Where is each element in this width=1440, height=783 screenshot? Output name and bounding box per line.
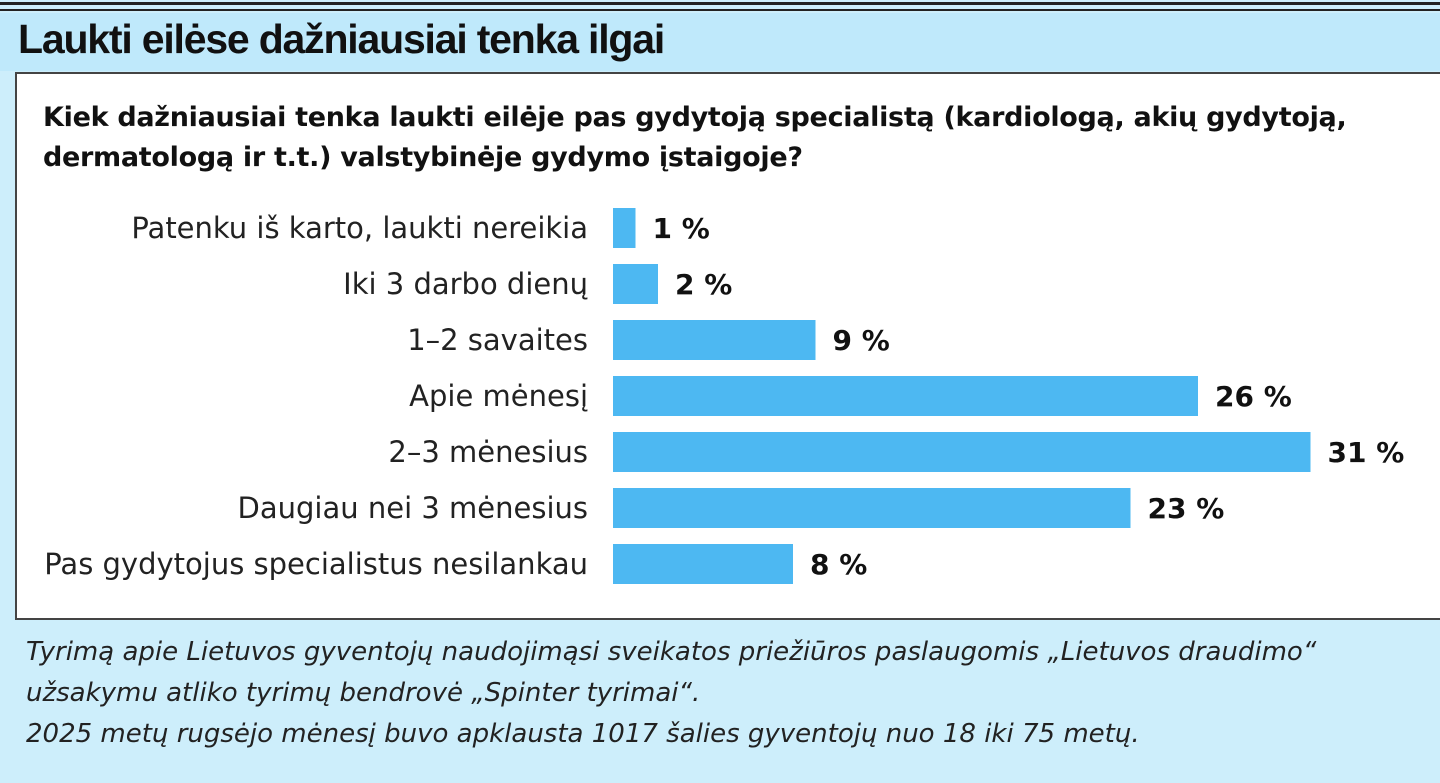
page-title: Laukti eilėse dažniausiai tenka ilgai	[18, 16, 665, 62]
value-label: 9 %	[833, 324, 890, 357]
category-label: Pas gydytojus specialistus nesilankau	[44, 547, 588, 581]
value-label: 26 %	[1215, 380, 1292, 413]
category-label: 2–3 mėnesius	[388, 435, 588, 469]
value-label: 31 %	[1328, 436, 1405, 469]
header-band	[0, 13, 1440, 71]
category-label: Iki 3 darbo dienų	[343, 267, 588, 301]
bar	[613, 488, 1131, 528]
top-rule-thin	[0, 9, 1440, 11]
footnote-line: užsakymu atliko tyrimų bendrovė „Spinter…	[26, 678, 701, 708]
bar	[613, 208, 636, 248]
category-label: Patenku iš karto, laukti nereikia	[131, 211, 588, 245]
value-label: 23 %	[1148, 492, 1225, 525]
footnote-line: Tyrimą apie Lietuvos gyventojų naudojimą…	[26, 637, 1317, 667]
footnote-line: 2025 metų rugsėjo mėnesį buvo apklausta …	[26, 719, 1140, 749]
bar	[613, 264, 658, 304]
survey-question: Kiek dažniausiai tenka laukti eilėje pas…	[43, 102, 1347, 173]
value-label: 8 %	[810, 548, 867, 581]
bar-chart: Patenku iš karto, laukti nereikia 1 % Iki …	[44, 208, 1405, 584]
bar	[613, 320, 816, 360]
top-rule	[0, 2, 1440, 5]
category-label: Daugiau nei 3 mėnesius	[238, 491, 588, 525]
category-label: Apie mėnesį	[409, 379, 588, 413]
bar	[613, 376, 1198, 416]
value-label: 1 %	[653, 212, 710, 245]
bar	[613, 544, 793, 584]
category-label: 1–2 savaites	[407, 323, 588, 357]
value-label: 2 %	[675, 268, 732, 301]
bar	[613, 432, 1311, 472]
footnote: Tyrimą apie Lietuvos gyventojų naudojimą…	[26, 632, 1426, 755]
